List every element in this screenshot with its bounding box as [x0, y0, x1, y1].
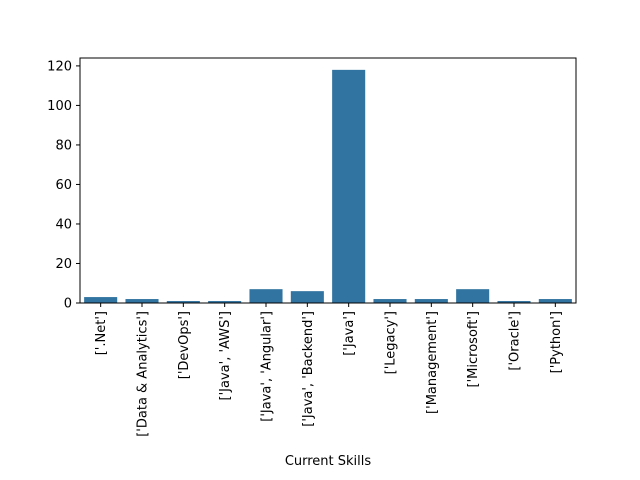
- bar-2: [166, 301, 200, 303]
- x-tick-label-5: ['Java', 'Backend']: [301, 311, 316, 427]
- x-tick-label-8: ['Management']: [425, 311, 440, 414]
- x-tick-label-9: ['Microsoft']: [466, 311, 481, 387]
- bar-7: [373, 299, 407, 303]
- bar-8: [414, 299, 448, 303]
- x-axis-label: Current Skills: [285, 454, 372, 469]
- y-tick-label-4: 80: [55, 138, 72, 153]
- y-tick-label-2: 40: [55, 217, 72, 232]
- plot-frame: [79, 57, 577, 304]
- y-axis: 0 20 40 60 80 100 120: [47, 59, 80, 312]
- bar-11: [538, 299, 572, 303]
- x-tick-label-3: ['Java', 'AWS']: [218, 311, 233, 400]
- bar-5: [290, 291, 324, 303]
- bars-group: [84, 69, 572, 303]
- x-axis: ['.Net'] ['Data & Analytics'] ['DevOps'] ['…: [94, 303, 564, 437]
- bar-0: [84, 297, 118, 303]
- x-tick-label-2: ['DevOps']: [177, 311, 192, 379]
- bar-3: [208, 301, 242, 303]
- y-tick-label-6: 120: [47, 59, 72, 74]
- y-tick-label-0: 0: [64, 297, 72, 312]
- x-tick-label-4: ['Java', 'Angular']: [260, 311, 275, 422]
- x-tick-label-10: ['Oracle']: [508, 311, 523, 371]
- y-tick-label-3: 60: [55, 178, 72, 193]
- x-tick-label-7: ['Legacy']: [384, 311, 399, 374]
- y-tick-label-5: 100: [47, 99, 72, 114]
- x-tick-label-6: ['Java']: [342, 311, 357, 356]
- bar-10: [497, 301, 531, 303]
- bar-4: [249, 289, 283, 303]
- bar-6: [332, 69, 366, 303]
- y-tick-label-1: 20: [55, 257, 72, 272]
- bar-9: [456, 289, 490, 303]
- bar-1: [125, 299, 159, 303]
- x-tick-label-0: ['.Net']: [94, 311, 109, 355]
- x-tick-label-11: ['Python']: [549, 311, 564, 373]
- x-tick-label-1: ['Data & Analytics']: [136, 311, 151, 437]
